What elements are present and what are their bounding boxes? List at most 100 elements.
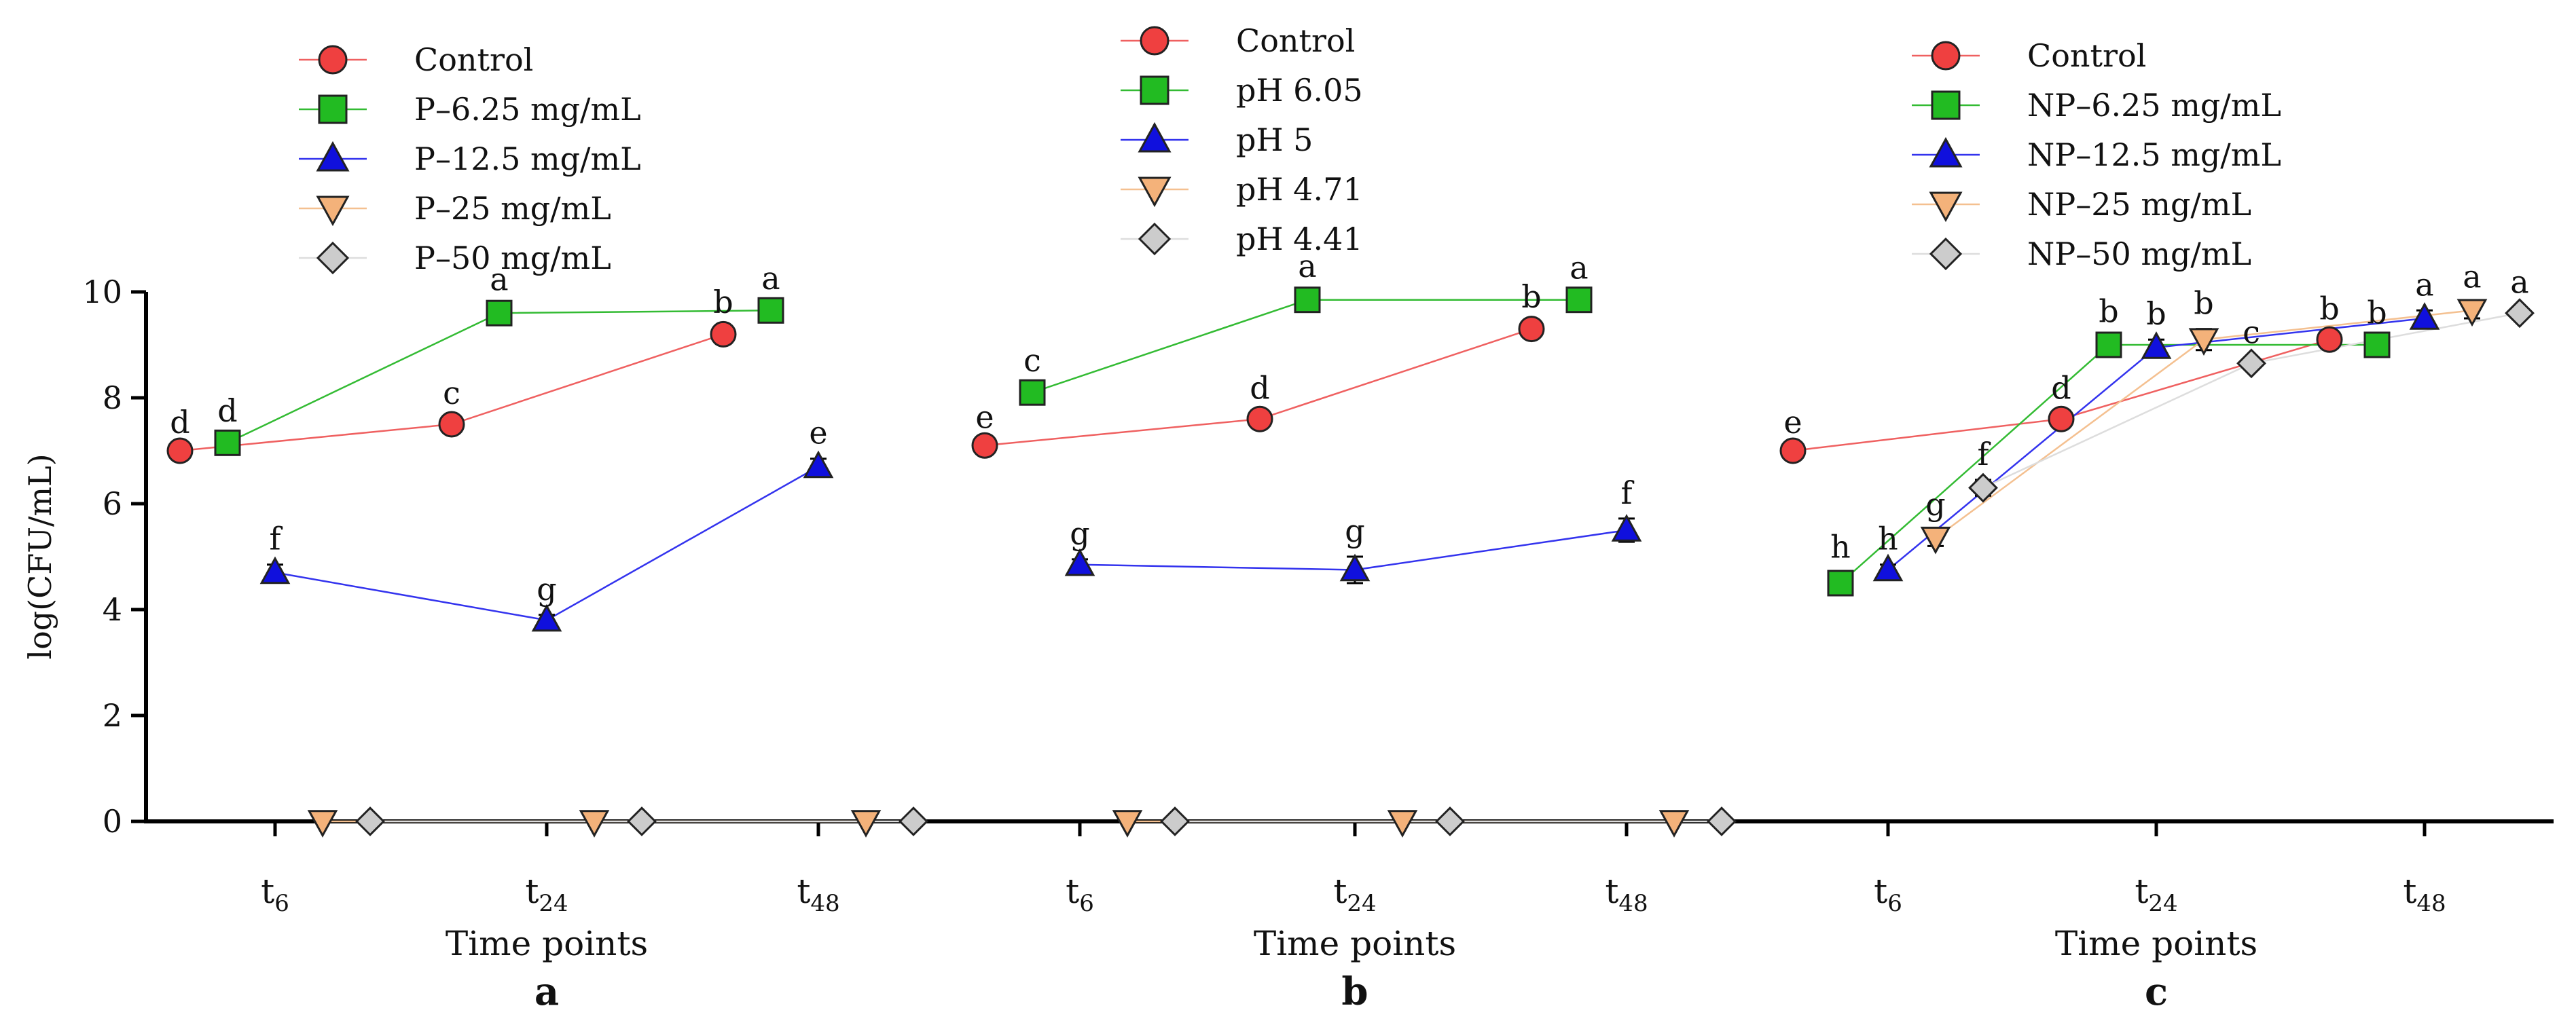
legend-marker <box>1140 26 1169 56</box>
data-point <box>1518 316 1545 343</box>
data-point <box>850 810 882 838</box>
legend-label: NP–50 mg/mL <box>2027 236 2251 272</box>
significance-letter: e <box>1783 404 1802 441</box>
significance-letter: d <box>217 392 237 429</box>
significance-letter: b <box>2099 293 2118 329</box>
legend-label: NP–25 mg/mL <box>2027 186 2251 223</box>
significance-letter: d <box>170 404 189 441</box>
data-point <box>710 320 737 348</box>
legend-marker <box>1929 237 1963 271</box>
significance-letter: b <box>713 284 733 320</box>
significance-letter: a <box>490 261 508 298</box>
significance-letter: g <box>537 571 556 608</box>
legend-label: NP–6.25 mg/mL <box>2027 87 2281 124</box>
significance-letter: b <box>2319 290 2339 327</box>
data-point <box>899 806 928 836</box>
series-lines-layer <box>179 299 2520 823</box>
data-point <box>803 450 834 479</box>
labels-layer: 0 2 4 6 8 10 log(CFU/mL) t6 t24 t48 Time points a d c… <box>22 248 2529 1014</box>
data-point <box>214 429 241 456</box>
data-point <box>2505 298 2535 329</box>
data-point <box>1968 472 1998 503</box>
significance-letter: h <box>1878 521 1898 557</box>
legend-marker <box>318 45 348 75</box>
data-point <box>1611 514 1642 542</box>
data-point <box>2363 331 2391 358</box>
significance-letter: d <box>1250 369 1269 406</box>
legend-label: pH 4.41 <box>1236 221 1363 257</box>
data-point <box>1827 570 1854 597</box>
legend-marker <box>316 141 350 172</box>
x-tick-label: t48 <box>1605 872 1648 917</box>
legend-label: pH 4.71 <box>1236 171 1363 208</box>
data-point <box>1435 806 1465 836</box>
legend-marker <box>318 94 348 124</box>
data-point <box>166 437 194 464</box>
data-point <box>307 810 338 838</box>
data-point <box>2409 302 2440 330</box>
data-point <box>2236 348 2266 379</box>
legend-label: Control <box>1236 22 1355 59</box>
x-tick-label: t6 <box>1874 872 1902 917</box>
legend-marker <box>1138 222 1172 256</box>
significance-letter: f <box>1977 436 1991 472</box>
legend-label: P–6.25 mg/mL <box>414 91 641 128</box>
y-axis-label: log(CFU/mL) <box>22 453 58 659</box>
significance-letter: a <box>2463 259 2481 295</box>
x-axis-label: Time points <box>1254 924 1456 963</box>
significance-letter: a <box>1570 249 1588 286</box>
data-point <box>971 432 998 459</box>
data-point <box>1019 379 1046 406</box>
data-point <box>1064 548 1095 576</box>
data-point <box>2095 331 2122 358</box>
legends-layer: Control P–6.25 mg/mL P–12.5 mg/mL P–25 mg/m… <box>299 22 2281 276</box>
significance-letter: g <box>1345 513 1364 549</box>
legend-marker <box>316 241 350 275</box>
panel-label: c <box>2145 969 2168 1014</box>
data-point <box>1565 286 1593 314</box>
legend-marker <box>1929 191 1963 223</box>
data-point <box>2316 326 2343 353</box>
significance-letter: d <box>2051 369 2071 406</box>
markers-layer <box>166 286 2535 838</box>
x-tick-label: t48 <box>797 872 839 917</box>
axes-layer <box>131 290 2554 836</box>
legend-label: P–50 mg/mL <box>414 240 611 276</box>
significance-letter: a <box>761 260 780 297</box>
significance-letter: f <box>1620 475 1634 511</box>
legend-label: pH 5 <box>1236 122 1313 158</box>
legend-marker <box>1929 136 1963 168</box>
series-line <box>227 310 772 444</box>
x-tick-label: t6 <box>1066 872 1094 917</box>
data-point <box>1246 405 1273 432</box>
data-point <box>355 806 385 836</box>
significance-letter: c <box>1023 342 1041 379</box>
data-point <box>1112 810 1143 838</box>
significance-letter: g <box>1070 515 1089 552</box>
data-point <box>1294 286 1321 314</box>
data-point <box>1658 810 1690 838</box>
y-tick-label: 8 <box>103 379 122 416</box>
x-tick-label: t24 <box>525 872 568 917</box>
significance-letter: a <box>1298 248 1316 284</box>
data-point <box>486 299 513 327</box>
y-tick-label: 10 <box>82 274 122 310</box>
data-point <box>1707 806 1737 836</box>
data-point <box>1160 806 1190 836</box>
data-point <box>438 411 465 438</box>
legend-marker <box>1931 90 1961 120</box>
data-point <box>2048 405 2075 432</box>
legend-label: P–12.5 mg/mL <box>414 141 641 177</box>
panel-label: b <box>1341 969 1368 1014</box>
data-point <box>2141 331 2172 359</box>
significance-letter: f <box>269 521 283 557</box>
legend-marker <box>1138 122 1172 153</box>
x-tick-label: t24 <box>1333 872 1376 917</box>
legend-marker <box>1140 75 1169 105</box>
significance-letter: e <box>809 415 827 451</box>
legend-label: NP–12.5 mg/mL <box>2027 136 2281 173</box>
significance-letter: a <box>2510 263 2528 300</box>
data-point <box>1387 810 1418 838</box>
data-point <box>1779 437 1807 464</box>
